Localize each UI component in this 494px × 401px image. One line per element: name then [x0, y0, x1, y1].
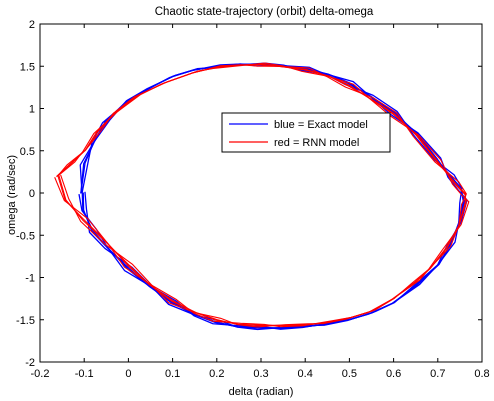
- x-tick-label: 0.8: [474, 368, 489, 380]
- y-tick-label: -1: [25, 273, 35, 285]
- series-exact-line: [81, 63, 463, 331]
- plot-area: -0.2 -0.1 0 0.1 0.2 0.3 0.4 0.5 0.6 0.7 0.8 -2 -1.5 -…: [16, 19, 490, 380]
- y-tick-label: 1.5: [20, 61, 35, 73]
- y-tick-label: -2: [25, 357, 35, 369]
- legend-label-rnn: red = RNN model: [274, 137, 359, 149]
- y-tick-label: 0: [29, 188, 35, 200]
- legend-box: [221, 112, 391, 153]
- y-tick-label: 0.5: [20, 146, 35, 158]
- x-tick-label: 0.7: [430, 368, 445, 380]
- y-tick-label: 1: [29, 104, 35, 116]
- x-axis-label: delta (radian): [229, 386, 294, 398]
- x-tick-label: 0.5: [342, 368, 357, 380]
- chart-title: Chaotic state-trajectory (orbit) delta-o…: [155, 6, 374, 18]
- series-rnn-line: [57, 64, 467, 328]
- y-tick-label: 2: [29, 19, 35, 31]
- x-tick-label: -0.2: [31, 368, 50, 380]
- x-tick-label: -0.1: [75, 368, 94, 380]
- series-layer: [54, 62, 470, 331]
- y-tick-label: -0.5: [16, 230, 35, 242]
- y-tick-label: -1.5: [16, 315, 35, 327]
- x-tick-label: 0.6: [386, 368, 401, 380]
- x-tick-label: 0.3: [253, 368, 268, 380]
- legend: blue = Exact model red = RNN model: [221, 112, 391, 153]
- x-tick-label: 0.1: [165, 368, 180, 380]
- legend-label-exact: blue = Exact model: [274, 119, 368, 131]
- y-axis-label: omega (rad/sec): [6, 155, 18, 235]
- axis-ticks: -0.2 -0.1 0 0.1 0.2 0.3 0.4 0.5 0.6 0.7 0.8 -2 -1.5 -…: [16, 19, 490, 380]
- x-tick-label: 0.4: [298, 368, 313, 380]
- x-tick-label: 0: [125, 368, 131, 380]
- axes-box: [39, 23, 483, 363]
- x-tick-label: 0.2: [209, 368, 224, 380]
